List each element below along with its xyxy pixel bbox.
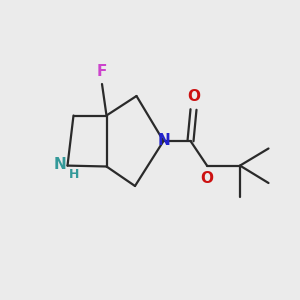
Text: O: O xyxy=(188,89,201,104)
Text: F: F xyxy=(97,64,107,79)
Text: N: N xyxy=(158,133,170,148)
Text: N: N xyxy=(53,157,66,172)
Text: O: O xyxy=(200,171,213,186)
Text: H: H xyxy=(69,167,80,181)
